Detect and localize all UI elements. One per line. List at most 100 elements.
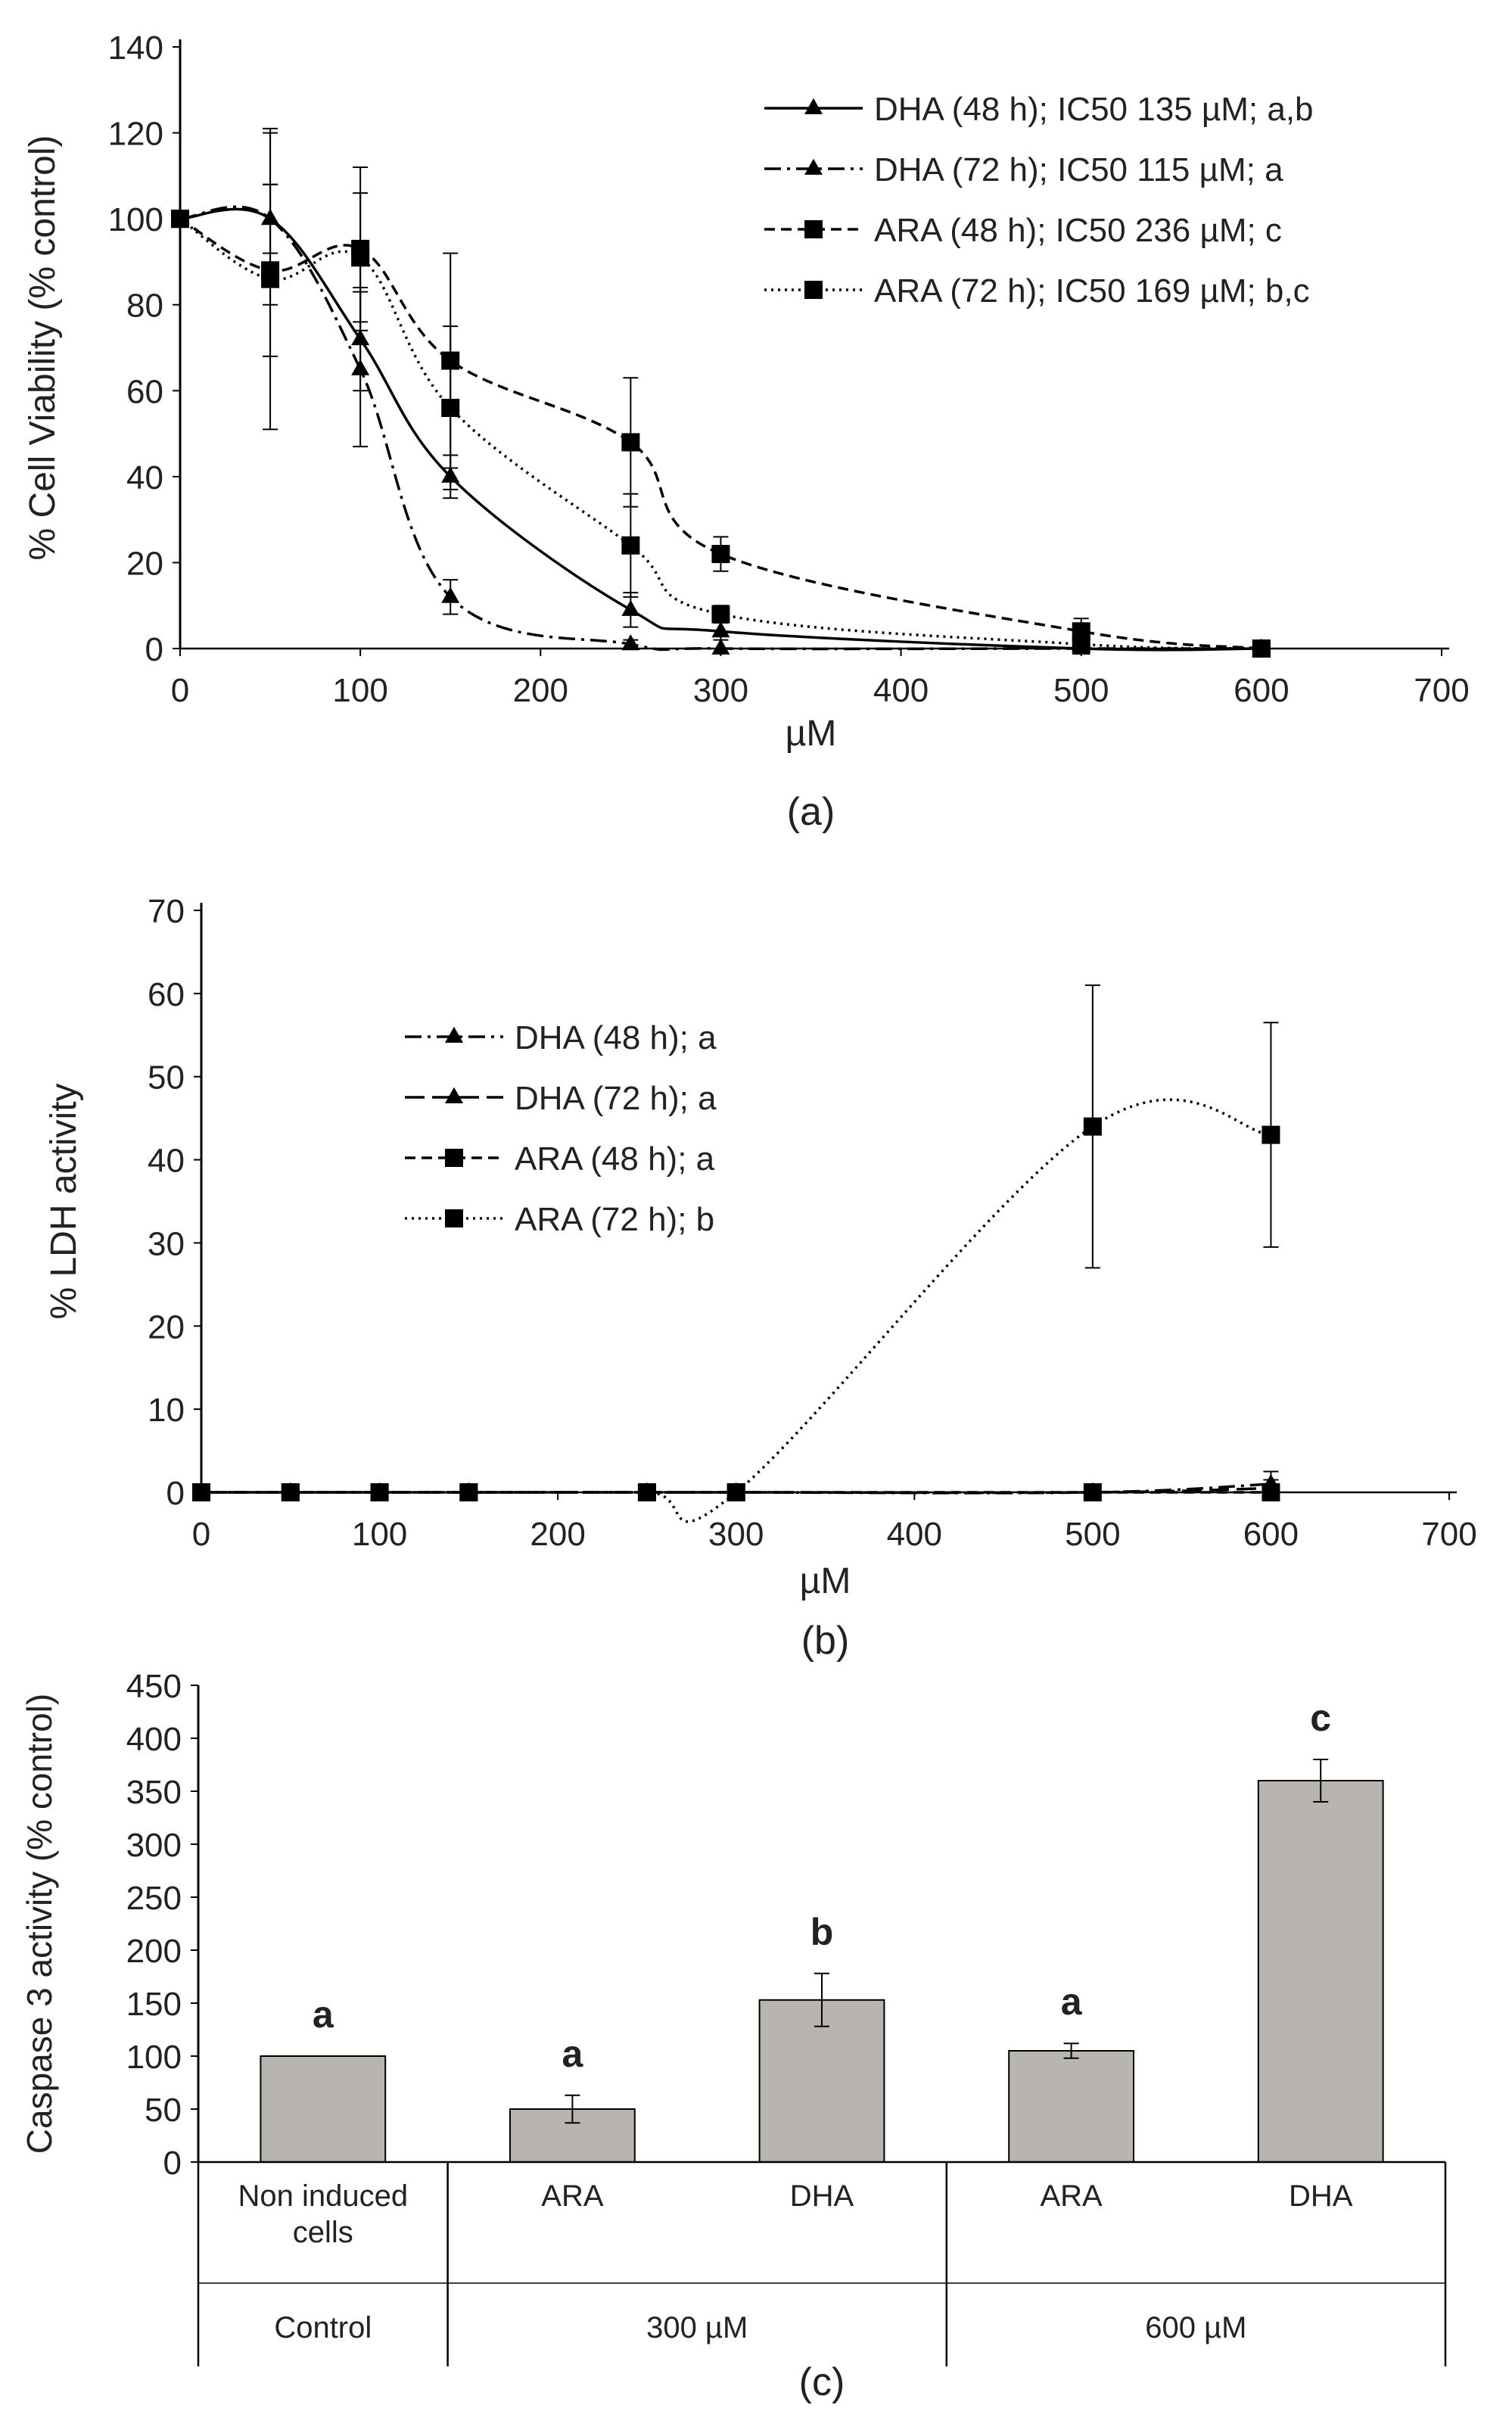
data-point [192,1483,210,1501]
category-label-line: cells [293,2216,353,2249]
legend-label: DHA (48 h); IC50 135 µM; a,b [874,91,1314,128]
legend-item: DHA (48 h); a [405,1019,717,1056]
bar [1008,2050,1134,2163]
data-point [711,545,730,564]
y-tick-label: 60 [148,976,185,1013]
x-tick-label: 100 [352,1516,407,1553]
y-tick-label: 30 [148,1225,185,1262]
y-tick-label: 20 [148,1308,185,1346]
legend-item: DHA (72 h); IC50 115 µM; a [764,151,1283,188]
x-tick-label: 0 [192,1516,210,1553]
series-4 [171,127,1271,658]
chart-c: 0 50 100 150 200 250 300 350 400 450 a a b a c Control 3… [20,1668,1447,2404]
category-label: DHA [1289,2179,1353,2213]
group-label: 300 µM [646,2311,748,2344]
series-1 [171,183,1271,655]
y-tick-label: 40 [148,1143,185,1180]
data-point [726,1483,745,1501]
x-axis-title: µM [800,1561,851,1601]
legend-item: DHA (48 h); IC50 135 µM; a,b [764,91,1314,128]
y-tick-label: 120 [108,116,163,153]
legend-item: ARA (72 h); IC50 169 µM; b,c [764,272,1310,310]
legend: DHA (48 h); a DHA (72 h); a ARA (48 h); a A… [405,1019,717,1238]
series-4 [192,984,1280,1523]
data-point [621,536,640,555]
panel-label: (c) [799,2360,845,2404]
legend-swatch-marker [804,158,823,175]
data-point [351,248,370,267]
x-tick-label: 100 [332,672,387,709]
y-tick-label: 150 [126,1986,182,2023]
x-tick-label: 600 [1234,672,1289,709]
legend-swatch-marker [804,98,823,114]
bar [1257,1780,1384,2163]
y-tick-label: 70 [148,893,185,930]
data-point [261,269,280,288]
x-tick-label: 0 [171,672,189,709]
x-tick-label: 300 [708,1516,764,1553]
data-point [621,634,640,651]
category-label-line: Non induced [238,2179,408,2213]
panel-label: (b) [801,1619,850,1663]
x-tick-label: 700 [1414,672,1469,709]
legend-item: ARA (48 h); a [405,1140,715,1178]
x-tick-label: 400 [887,1516,942,1553]
legend: DHA (48 h); IC50 135 µM; a,b DHA (72 h); … [764,91,1314,310]
data-point [1262,1483,1280,1501]
y-tick-label: 200 [126,1933,182,1970]
legend-swatch-marker [445,1209,463,1227]
data-point [370,1483,389,1501]
legend-swatch-marker [804,220,823,238]
x-tick-label: 600 [1243,1516,1299,1553]
legend-label: DHA (48 h); a [515,1019,717,1056]
series-line [201,1098,1271,1523]
legend-item: DHA (72 h); a [405,1080,717,1117]
y-tick-label: 400 [126,1721,182,1758]
y-tick-label: 0 [145,631,163,668]
y-tick-label: 50 [148,1059,185,1097]
legend-label: ARA (72 h); b [515,1201,714,1238]
y-tick-label: 60 [126,373,163,410]
legend-swatch-marker [445,1087,463,1103]
data-point [281,1483,300,1501]
significance-letter: a [1061,1980,1083,2023]
legend-label: DHA (72 h); IC50 115 µM; a [874,151,1283,188]
x-tick-label: 200 [513,672,568,709]
legend-item: ARA (72 h); b [405,1201,714,1238]
data-point [459,1483,478,1501]
data-point [1262,1125,1280,1144]
x-tick-label: 500 [1053,672,1109,709]
y-tick-label: 50 [145,2092,182,2129]
y-tick-label: 20 [126,545,163,582]
category-label: ARA [541,2179,604,2213]
legend-item: ARA (48 h); IC50 236 µM; c [764,212,1282,249]
chart-a: 0 20 40 60 80 100 120 140 0 100 200 300 400 500 600 700… [23,30,1470,834]
x-tick-label: 500 [1065,1516,1120,1553]
data-point [637,1483,656,1501]
y-tick-label: 10 [148,1392,185,1429]
y-axis-title: % Cell Viability (% control) [23,135,63,561]
legend-swatch-marker [804,281,823,299]
y-tick-label: 250 [126,1880,182,1917]
legend-label: ARA (72 h); IC50 169 µM; b,c [874,272,1310,310]
bar [260,2055,387,2163]
data-point [351,359,370,375]
y-tick-label: 0 [163,2145,182,2182]
data-point [441,586,460,603]
y-tick-label: 100 [126,2039,182,2076]
significance-letter: c [1310,1697,1331,1739]
data-point [441,399,460,417]
x-tick-label: 200 [530,1516,585,1553]
series-line [179,205,1262,652]
data-point [711,605,730,624]
y-tick-label: 100 [108,201,163,238]
x-axis-title: µM [786,714,837,754]
significance-letter: b [810,1911,834,1953]
panel-label: (a) [787,790,835,834]
series-2 [171,132,1271,655]
y-tick-label: 450 [126,1668,182,1705]
legend-swatch-marker [445,1149,463,1167]
x-tick-label: 300 [693,672,748,709]
